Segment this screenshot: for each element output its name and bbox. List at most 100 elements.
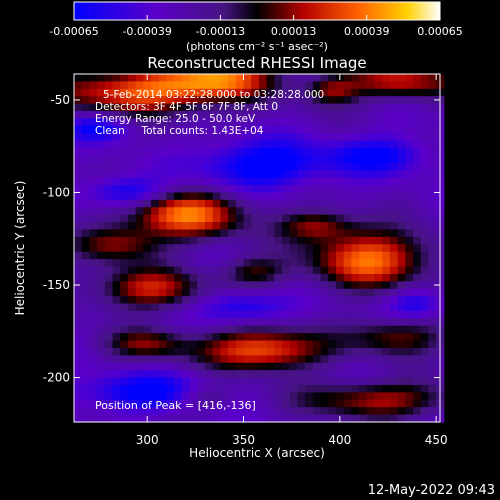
- heatmap-cell: [212, 103, 221, 112]
- heatmap-cell: [428, 192, 437, 201]
- heatmap-cell: [174, 140, 183, 149]
- heatmap-cell: [405, 259, 414, 268]
- heatmap-cell: [74, 111, 83, 120]
- heatmap-cell: [274, 325, 283, 334]
- heatmap-cell: [351, 118, 360, 127]
- heatmap-cell: [335, 140, 345, 149]
- heatmap-cell: [212, 318, 221, 327]
- heatmap-cell: [181, 259, 191, 268]
- heatmap-cell: [297, 229, 306, 238]
- heatmap-cell: [127, 199, 137, 208]
- heatmap-cell: [243, 222, 252, 231]
- heatmap-cell: [328, 318, 337, 327]
- heatmap-cell: [258, 384, 268, 393]
- heatmap-cell: [189, 199, 198, 208]
- heatmap-cell: [312, 362, 322, 371]
- heatmap-cell: [359, 133, 368, 142]
- heatmap-cell: [405, 325, 414, 334]
- colorbar: [73, 1, 441, 21]
- heatmap-cell: [266, 333, 275, 342]
- heatmap-cell: [312, 118, 322, 127]
- heatmap-cell: [274, 222, 283, 231]
- heatmap-cell: [305, 236, 314, 245]
- heatmap-cell: [359, 281, 368, 290]
- heatmap-cell: [312, 133, 322, 142]
- heatmap-cell: [305, 88, 314, 97]
- heatmap-cell: [81, 162, 91, 171]
- heatmap-cell: [143, 288, 152, 297]
- y-tick-label: -150: [43, 278, 70, 292]
- heatmap-cell: [320, 229, 329, 238]
- heatmap-cell: [374, 377, 383, 386]
- heatmap-cell: [120, 266, 129, 275]
- heatmap-cell: [374, 222, 383, 231]
- heatmap-cell: [212, 111, 221, 120]
- heatmap-cell: [120, 399, 129, 408]
- heatmap-cell: [89, 229, 98, 238]
- heatmap-cell: [120, 103, 129, 112]
- heatmap-cell: [174, 244, 183, 253]
- colorbar-tick-label: 0.00065: [417, 25, 463, 38]
- heatmap-cell: [359, 207, 368, 216]
- heatmap-cell: [366, 362, 376, 371]
- heatmap-cell: [97, 318, 106, 327]
- heatmap-cell: [120, 273, 129, 282]
- heatmap-cell: [297, 377, 306, 386]
- heatmap-cell: [197, 185, 206, 194]
- heatmap-cell: [289, 214, 299, 223]
- heatmap-cell: [235, 392, 245, 401]
- heatmap-cell: [97, 88, 106, 97]
- heatmap-cell: [228, 185, 237, 194]
- heatmap-cell: [428, 273, 437, 282]
- heatmap-cell: [235, 281, 245, 290]
- heatmap-cell: [220, 325, 229, 334]
- heatmap-cell: [97, 266, 106, 275]
- heatmap-cell: [104, 125, 114, 134]
- heatmap-cell: [428, 325, 437, 334]
- heatmap-cell: [112, 148, 121, 157]
- heatmap-cell: [197, 148, 206, 157]
- heatmap-cell: [220, 377, 229, 386]
- heatmap-cell: [212, 88, 221, 97]
- heatmap-cell: [374, 133, 383, 142]
- heatmap-cell: [328, 325, 337, 334]
- heatmap-cell: [328, 384, 337, 393]
- heatmap-cell: [297, 148, 306, 157]
- heatmap-cell: [189, 170, 198, 179]
- heatmap-cell: [289, 177, 299, 186]
- heatmap-cell: [166, 266, 175, 275]
- heatmap-cell: [228, 347, 237, 356]
- heatmap-cell: [266, 118, 275, 127]
- heatmap-cell: [420, 325, 430, 334]
- heatmap-cell: [251, 229, 260, 238]
- heatmap-cell: [366, 251, 376, 260]
- heatmap-cell: [289, 81, 299, 90]
- heatmap-cell: [112, 407, 121, 416]
- heatmap-cell: [258, 140, 268, 149]
- heatmap-cell: [359, 347, 368, 356]
- heatmap-cell: [305, 111, 314, 120]
- heatmap-cell: [366, 273, 376, 282]
- heatmap-cell: [228, 229, 237, 238]
- heatmap-cell: [181, 399, 191, 408]
- heatmap-cell: [158, 288, 168, 297]
- heatmap-cell: [413, 273, 422, 282]
- heatmap-cell: [359, 318, 368, 327]
- heatmap-cell: [389, 414, 399, 423]
- heatmap-cell: [151, 192, 160, 201]
- heatmap-cell: [397, 296, 406, 305]
- heatmap-cell: [382, 266, 391, 275]
- heatmap-cell: [81, 140, 91, 149]
- heatmap-cell: [235, 377, 245, 386]
- heatmap-cell: [166, 325, 175, 334]
- heatmap-cell: [228, 81, 237, 90]
- heatmap-cell: [382, 259, 391, 268]
- heatmap-cell: [220, 266, 229, 275]
- heatmap-cell: [274, 244, 283, 253]
- heatmap-cell: [112, 192, 121, 201]
- heatmap-cell: [413, 318, 422, 327]
- heatmap-cell: [104, 355, 114, 364]
- heatmap-cell: [397, 303, 406, 312]
- heatmap-cell: [413, 214, 422, 223]
- heatmap-cell: [320, 377, 329, 386]
